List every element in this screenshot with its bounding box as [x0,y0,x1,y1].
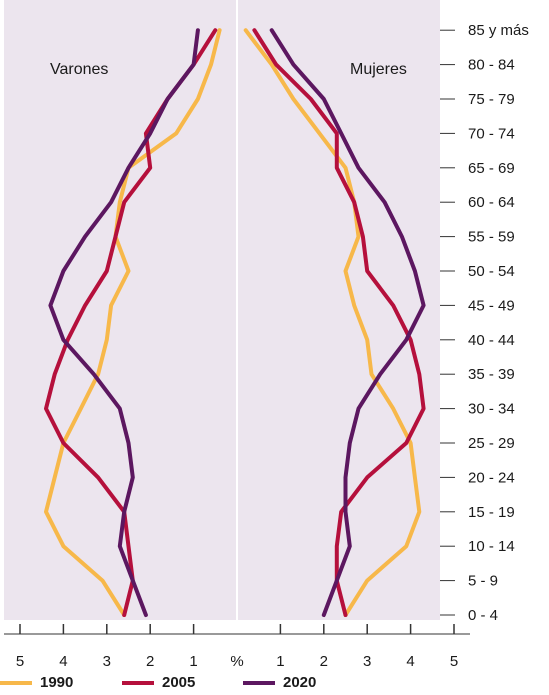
series-2005-female-line [252,28,426,617]
age-group-label: 80 - 84 [468,57,515,74]
legend-label: 2005 [162,674,196,691]
legend: 1990 2005 2020 [0,674,549,695]
legend-item-1990: 1990 [0,674,73,691]
age-group-label: 20 - 24 [468,469,515,486]
age-group-label: 10 - 14 [468,538,515,555]
x-tick-label: 2 [146,653,154,670]
age-group-label: 75 - 79 [468,91,515,108]
left-panel-label: Varones [50,61,108,78]
x-tick-label: % [230,653,243,670]
age-group-axis: 0 - 4 5 - 9 10 - 14 15 - 19 20 - 24 25 - 29 30… [440,22,529,624]
age-group-label: 50 - 54 [468,263,515,280]
series-lines [44,28,426,617]
x-tick-label: 5 [450,653,458,670]
legend-item-2005: 2005 [122,674,195,691]
x-tick-label: 1 [276,653,284,670]
x-tick-label: 3 [103,653,111,670]
age-group-label: 45 - 49 [468,297,515,314]
age-group-label: 65 - 69 [468,160,515,177]
age-group-label: 5 - 9 [468,573,498,590]
x-tick-label: 4 [59,653,67,670]
age-group-label: 15 - 19 [468,504,515,521]
x-tick-label: 3 [363,653,371,670]
age-group-label: 0 - 4 [468,607,498,624]
right-panel-label: Mujeres [350,61,407,78]
age-group-label: 30 - 34 [468,401,515,418]
age-group-label: 70 - 74 [468,125,515,142]
plot-background [4,0,440,620]
legend-swatch [243,680,275,685]
population-pyramid-chart: Varones Mujeres 0 - 4 5 - 9 10 - 14 15 - 19… [4,0,529,670]
age-group-label: 55 - 59 [468,229,515,246]
series-2020-male-line [48,28,200,617]
series-2020-female-line [269,28,426,617]
series-1990-male-line [44,28,222,617]
legend-swatch [122,680,154,685]
legend-swatch [0,680,32,685]
age-group-label: 40 - 44 [468,332,515,349]
age-group-label: 60 - 64 [468,194,515,211]
age-group-label: 85 y más [468,22,529,39]
legend-item-2020: 2020 [243,674,316,691]
legend-label: 1990 [40,674,74,691]
percent-axis: 5 4 3 2 1% 1 2 3 4 5 [4,624,470,670]
x-tick-label: 1 [189,653,197,670]
legend-label: 2020 [283,674,317,691]
x-tick-label: 5 [16,653,24,670]
x-tick-label: 2 [320,653,328,670]
x-tick-label: 4 [406,653,414,670]
series-1990-female-line [243,28,422,617]
age-group-label: 25 - 29 [468,435,515,452]
age-group-label: 35 - 39 [468,366,515,383]
